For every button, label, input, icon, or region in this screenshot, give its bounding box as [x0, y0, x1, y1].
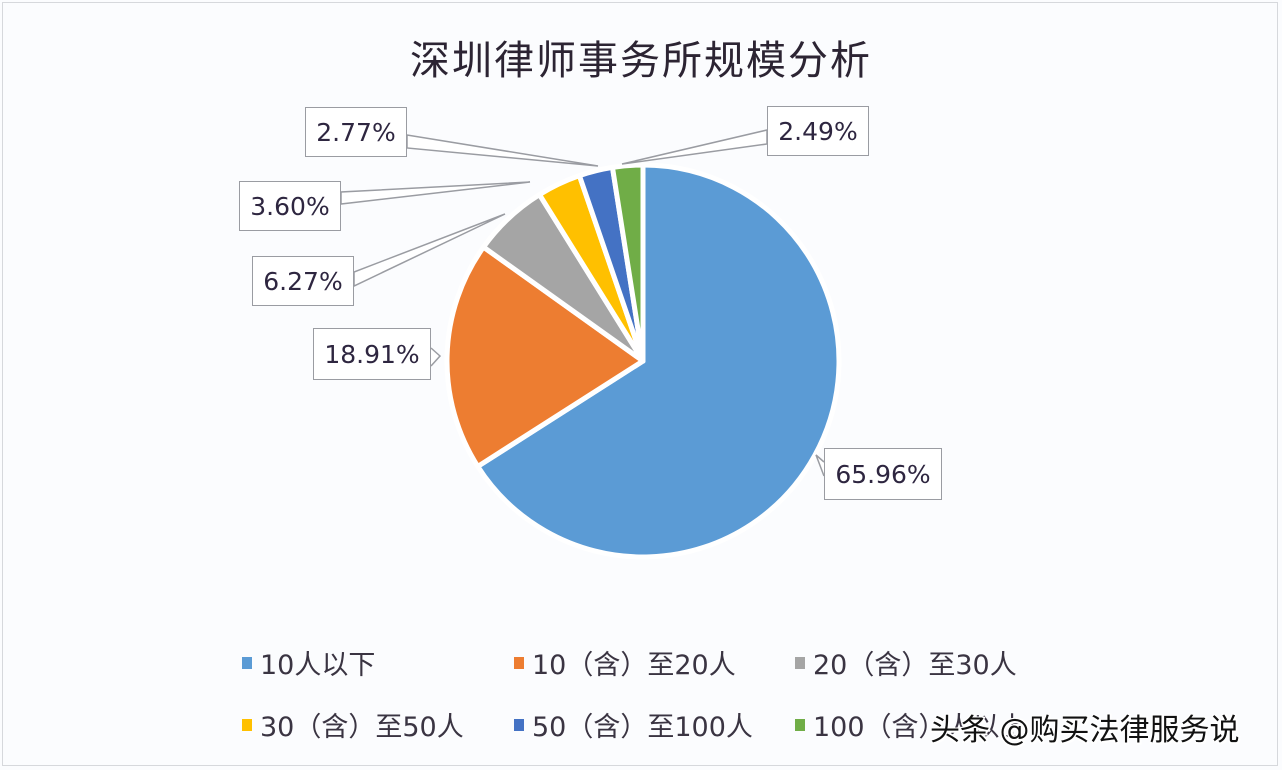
legend-label: 20（含）至30人	[813, 650, 1017, 681]
legend-item-100-above: 100（含）人以上	[795, 705, 1027, 744]
legend-item-30-50: 30（含）至50人	[242, 705, 464, 744]
data-label-10-below: 65.96%	[824, 448, 942, 500]
legend-swatch-icon	[242, 718, 252, 731]
legend-label: 50（含）至100人	[532, 712, 753, 743]
data-label-50-100: 2.77%	[305, 107, 407, 157]
legend-swatch-icon	[514, 656, 524, 669]
legend-swatch-icon	[795, 718, 805, 731]
chart-title: 深圳律师事务所规模分析	[410, 38, 872, 84]
data-label-100-above: 2.49%	[767, 106, 869, 156]
legend-label: 30（含）至50人	[260, 712, 464, 743]
watermark: 头条 @购买法律服务说	[930, 713, 1240, 748]
callout-pointer	[430, 347, 442, 367]
slice-100-above	[609, 162, 646, 364]
legend-item-20-30: 20（含）至30人	[795, 643, 1017, 682]
leader-line	[621, 129, 768, 165]
data-label-10-20: 18.91%	[313, 328, 431, 380]
legend-swatch-icon	[242, 656, 252, 669]
legend-item-50-100: 50（含）至100人	[514, 705, 753, 744]
leader-line	[340, 181, 531, 205]
leader-line	[353, 213, 506, 288]
slice-10-20	[444, 244, 646, 469]
callout-pointer	[815, 454, 825, 477]
legend-swatch-icon	[514, 718, 524, 731]
legend-item-10-below: 10人以下	[242, 643, 375, 682]
legend-swatch-icon	[795, 656, 805, 669]
legend-item-10-20: 10（含）至20人	[514, 643, 736, 682]
leader-line	[406, 134, 599, 167]
legend-label: 10（含）至20人	[532, 650, 736, 681]
data-label-20-30: 6.27%	[252, 256, 354, 306]
slice-10-below	[475, 162, 842, 560]
data-label-30-50: 3.60%	[239, 181, 341, 231]
legend-label: 100（含）人以上	[813, 712, 1027, 743]
legend-label: 10人以下	[260, 650, 376, 681]
